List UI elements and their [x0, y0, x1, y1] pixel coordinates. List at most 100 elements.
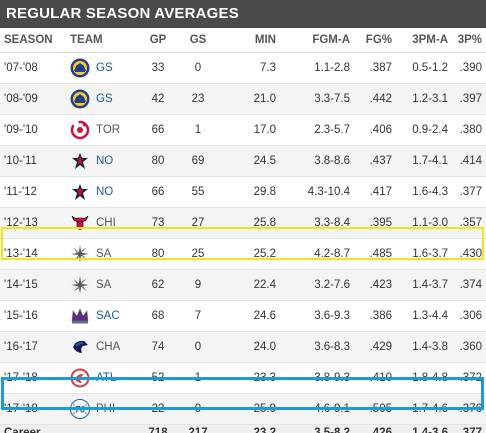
gs-cell: 23 [176, 83, 220, 115]
hornets-logo-icon[interactable] [70, 151, 90, 171]
gs-cell: 1 [176, 362, 220, 394]
gs-cell: 69 [176, 145, 220, 177]
table-row: '15-'16 SAC 68 7 24.6 3.6-9.3.386 1.3-4.4.306 [0, 300, 486, 332]
min-cell: 24.6 [220, 300, 280, 332]
3p-pct-cell: .397 [452, 83, 486, 115]
fgm-a-cell: 3.3-7.5 [280, 83, 354, 115]
3pm-a-cell: 0.9-2.4 [396, 114, 452, 146]
spurs-logo-icon[interactable] [70, 275, 90, 295]
season-cell: '09-'10 [0, 114, 66, 146]
3pm-a-cell: 1.1-3.0 [396, 207, 452, 239]
min-cell: 25.9 [220, 393, 280, 425]
fg-pct-cell: .387 [354, 52, 396, 84]
col-gs[interactable]: GS [176, 28, 220, 53]
gs-cell: 1 [176, 114, 220, 146]
col-3p-pct[interactable]: 3P% [452, 28, 486, 53]
3pm-a-cell: 1.3-4.4 [396, 300, 452, 332]
hornets-logo-icon[interactable] [70, 182, 90, 202]
career-label: Career [0, 424, 140, 433]
career-3p-pct: .377 [452, 424, 486, 433]
3p-pct-cell: .377 [452, 176, 486, 208]
svg-text:76: 76 [75, 404, 86, 414]
col-min[interactable]: MIN [220, 28, 280, 53]
col-team[interactable]: TEAM [66, 28, 140, 53]
col-fg-pct[interactable]: FG% [354, 28, 396, 53]
hornets-cha-logo-icon[interactable] [70, 337, 90, 357]
fgm-a-cell: 3.8-9.3 [280, 362, 354, 394]
gp-cell: 62 [140, 269, 176, 301]
fgm-a-cell: 3.3-8.4 [280, 207, 354, 239]
3pm-a-cell: 1.4-3.8 [396, 331, 452, 363]
3p-pct-cell: .306 [452, 300, 486, 332]
fg-pct-cell: .437 [354, 145, 396, 177]
table-row: '11-'12 NO 66 55 29.8 4.3-10.4.417 1.6-4.3.377 [0, 176, 486, 208]
warriors-logo-icon[interactable] [70, 58, 90, 78]
col-fgm-a[interactable]: FGM-A [280, 28, 354, 53]
raptors-logo-icon[interactable] [70, 120, 90, 140]
bulls-logo-icon[interactable] [70, 213, 90, 233]
team-abbr[interactable]: SAC [96, 309, 120, 322]
min-cell: 17.0 [220, 114, 280, 146]
col-season[interactable]: SEASON [0, 28, 66, 53]
team-abbr: PHI [96, 402, 116, 415]
team-abbr[interactable]: GS [96, 61, 113, 74]
kings-logo-icon[interactable] [70, 306, 90, 326]
fgm-a-cell: 3.2-7.6 [280, 269, 354, 301]
fgm-a-cell: 3.6-8.3 [280, 331, 354, 363]
table-row: '12-'13 CHI 73 27 25.8 3.3-8.4.395 1.1-3.0.357 [0, 207, 486, 239]
col-3pm-a[interactable]: 3PM-A [396, 28, 452, 53]
gp-cell: 42 [140, 83, 176, 115]
career-3pm-a: 1.4-3.6 [396, 424, 452, 433]
team-cell[interactable]: NO [66, 176, 140, 208]
table-row: '09-'10 TOR 66 1 17.0 2.3-5.7.406 0.9-2.4.380 [0, 114, 486, 146]
season-cell: '08-'09 [0, 83, 66, 115]
team-abbr: SA [96, 278, 112, 291]
gp-cell: 66 [140, 176, 176, 208]
team-abbr[interactable]: NO [96, 154, 114, 167]
table-row: '08-'09 GS 42 23 21.0 3.3-7.5.442 1.2-3.1.397 [0, 83, 486, 115]
3p-pct-cell: .390 [452, 52, 486, 84]
fgm-a-cell: 3.8-8.6 [280, 145, 354, 177]
table-row: '10-'11 NO 80 69 24.5 3.8-8.6.437 1.7-4.1.414 [0, 145, 486, 177]
team-cell[interactable]: SAC [66, 300, 140, 332]
season-cell: '17-'18 [0, 393, 66, 425]
career-fg-pct: .426 [354, 424, 396, 433]
3p-pct-cell: .430 [452, 238, 486, 270]
team-cell[interactable]: ATL [66, 362, 140, 394]
col-gp[interactable]: GP [140, 28, 176, 53]
season-cell: '11-'12 [0, 176, 66, 208]
gs-cell: 0 [176, 52, 220, 84]
season-cell: '07-'08 [0, 52, 66, 84]
hawks-logo-icon[interactable] [70, 368, 90, 388]
team-abbr[interactable]: NO [96, 185, 114, 198]
76ers-logo-icon[interactable]: 76 [70, 398, 90, 419]
fg-pct-cell: .406 [354, 114, 396, 146]
table-row: '07-'08 GS 33 0 7.3 1.1-2.8.387 0.5-1.2.390 [0, 52, 486, 84]
season-cell: '13-'14 [0, 238, 66, 270]
season-cell: '15-'16 [0, 300, 66, 332]
season-cell: '16-'17 [0, 331, 66, 363]
3pm-a-cell: 1.7-4.6 [396, 393, 452, 425]
spurs-logo-icon[interactable] [70, 244, 90, 264]
team-cell[interactable]: GS [66, 83, 140, 115]
fgm-a-cell: 3.6-9.3 [280, 300, 354, 332]
gp-cell: 66 [140, 114, 176, 146]
team-abbr[interactable]: GS [96, 92, 113, 105]
3pm-a-cell: 1.6-4.3 [396, 176, 452, 208]
table-row: '17-'18 76 PHI 22 0 25.9 4.6-9.1.505 1.7-4.6.37… [0, 393, 486, 425]
gp-cell: 80 [140, 238, 176, 270]
team-abbr[interactable]: ATL [96, 371, 117, 384]
team-cell[interactable]: GS [66, 52, 140, 84]
team-cell: SA [66, 238, 140, 270]
warriors-logo-icon[interactable] [70, 89, 90, 109]
team-cell[interactable]: NO [66, 145, 140, 177]
header-row: SEASON TEAM GP GS MIN FGM-A FG% 3PM-A 3P… [0, 28, 486, 53]
team-abbr: CHI [96, 216, 116, 229]
team-cell: CHA [66, 331, 140, 363]
team-cell: 76 PHI [66, 393, 140, 425]
3pm-a-cell: 1.7-4.1 [396, 145, 452, 177]
gs-cell: 55 [176, 176, 220, 208]
fg-pct-cell: .485 [354, 238, 396, 270]
team-abbr: SA [96, 247, 112, 260]
fgm-a-cell: 4.3-10.4 [280, 176, 354, 208]
